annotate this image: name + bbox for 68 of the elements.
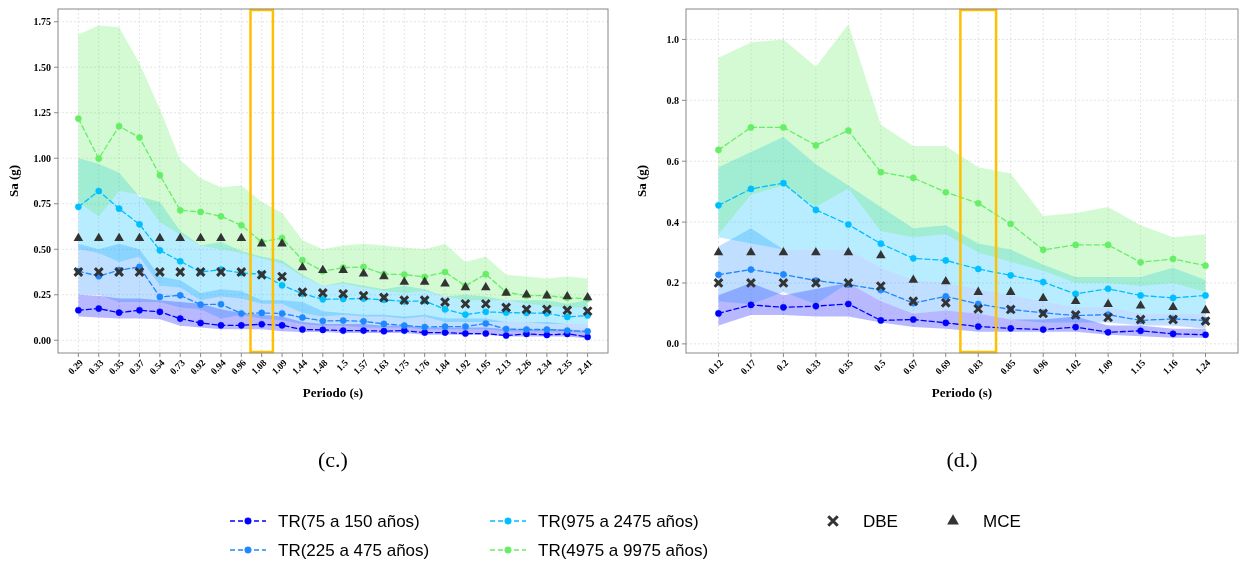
legend-label: TR(4975 a 9975 años) (538, 540, 709, 560)
x-tick-label: 0.35 (836, 357, 856, 377)
x-tick-label: 1.15 (1128, 357, 1148, 377)
x-tick-label: 1.48 (310, 357, 330, 377)
y-tick-label: 1.25 (33, 107, 51, 119)
x-axis-title: Periodo (s) (302, 385, 364, 400)
y-axis-title: Sa (g) (634, 164, 649, 198)
y-tick-label: 1.0 (666, 33, 679, 45)
x-tick-label: 1.95 (473, 357, 493, 377)
y-tick-label: 0.0 (666, 338, 679, 350)
x-tick-label: 1.63 (371, 357, 391, 377)
x-tick-label: 0.37 (127, 357, 147, 377)
x-tick-label: 2.13 (494, 357, 514, 377)
x-tick-label: 0.94 (208, 357, 228, 377)
x-tick-label: 0.96 (229, 357, 249, 377)
x-tick-label: 0.73 (168, 357, 188, 377)
x-tick-label: 1.92 (453, 357, 473, 377)
x-tick-label: 1.02 (1063, 357, 1083, 377)
y-tick-label: 1.00 (33, 152, 51, 164)
y-tick-label: 0.75 (33, 198, 51, 210)
x-tick-label: 0.92 (188, 357, 208, 377)
x-tick-label: 1.84 (432, 357, 452, 377)
x-tick-label: 0.29 (66, 357, 86, 377)
x-tick-label: 1.08 (249, 357, 269, 377)
y-tick-label: 0.50 (33, 243, 51, 255)
x-tick-label: 0.96 (1031, 357, 1051, 377)
x-tick-label: 0.67 (901, 357, 921, 377)
x-tick-label: 2.35 (555, 357, 575, 377)
y-tick-label: 1.50 (33, 61, 51, 73)
y-axis-title: Sa (g) (6, 164, 21, 198)
x-tick-label: 0.85 (998, 357, 1018, 377)
legend-label: TR(225 a 475 años) (278, 540, 430, 560)
y-tick-label: 0.6 (666, 155, 679, 167)
x-tick-label: 1.75 (392, 357, 412, 377)
x-tick-label: 1.5 (334, 357, 351, 374)
y-tick-label: 0.4 (666, 216, 679, 228)
x-tick-label: 1.24 (1193, 357, 1213, 377)
y-tick-label: 0.2 (666, 277, 679, 289)
legend-label: TR(975 a 2475 años) (538, 511, 699, 531)
x-tick-label: 1.44 (290, 357, 310, 377)
x-tick-label: 2.41 (575, 357, 595, 377)
y-tick-label: 0.00 (33, 334, 51, 346)
x-tick-label: 0.33 (803, 357, 823, 377)
legend-label: DBE (863, 511, 898, 531)
x-tick-label: 0.35 (107, 357, 127, 377)
x-tick-label: 2.26 (514, 357, 534, 377)
y-tick-label: 0.25 (33, 289, 51, 301)
x-tick-label: 0.12 (706, 357, 726, 377)
x-tick-label: 1.09 (270, 357, 290, 377)
x-tick-label: 1.16 (1161, 357, 1180, 377)
x-tick-label: 0.33 (86, 357, 106, 377)
x-tick-label: 0.2 (774, 357, 791, 374)
x-tick-label: 0.5 (872, 357, 888, 374)
x-tick-label: 0.54 (147, 357, 167, 377)
x-tick-label: 1.57 (351, 357, 371, 377)
y-tick-label: 0.8 (666, 94, 679, 106)
y-tick-label: 1.75 (33, 16, 51, 28)
legend-label: MCE (983, 511, 1021, 531)
text: (d.) (946, 447, 978, 472)
x-tick-label: 1.09 (1096, 357, 1116, 377)
x-tick-label: 1.76 (412, 357, 432, 377)
x-tick-label: 0.69 (933, 357, 953, 377)
text: (c.) (318, 447, 348, 472)
x-tick-label: 0.17 (738, 357, 758, 377)
legend-label: TR(75 a 150 años) (278, 511, 420, 531)
x-tick-label: 0.83 (966, 357, 986, 377)
x-tick-label: 2.34 (534, 357, 554, 377)
x-axis-title: Periodo (s) (931, 385, 993, 400)
